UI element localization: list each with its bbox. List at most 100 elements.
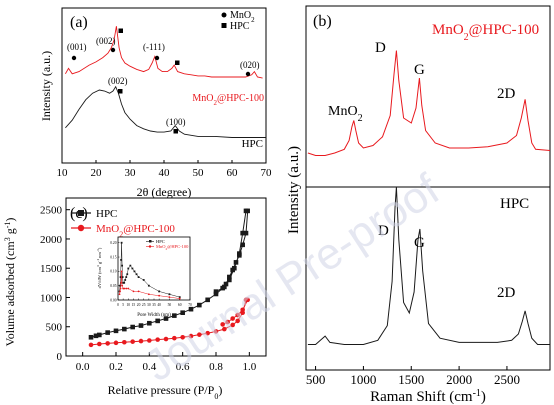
panel-c-point-hpc <box>97 332 102 338</box>
inset-point-hpc <box>129 264 132 267</box>
inset-y-tick-label: 0.20 <box>110 241 116 245</box>
panel-b-series-line-composite <box>307 50 551 156</box>
panel-b-x-axis-label: Raman Shift (cm-1) <box>370 388 486 405</box>
panel-a-series <box>65 26 266 138</box>
panel-b-label: (b) <box>313 13 332 30</box>
panel-b-x-tick-label: 2500 <box>494 372 520 387</box>
panel-b-raman: (b) 500 1000 1500 2000 2500 Raman Shift (cm-… <box>286 5 551 405</box>
panel-c-point-composite <box>240 307 245 313</box>
panel-c-point-hpc <box>113 328 119 334</box>
panel-c-point-hpc <box>138 323 144 328</box>
inset-x-tick-label: 40 <box>157 303 161 307</box>
panel-a-y-axis-label: Intensity (a.u.) <box>39 51 53 121</box>
legend-circle-icon <box>77 224 85 232</box>
panel-c-point-composite <box>180 334 185 340</box>
panel-b-peak-label-2d: 2D <box>497 285 516 301</box>
panel-a-xrd: (a) 10 20 30 40 50 60 70 2θ (degree) Intensity… <box>39 7 273 199</box>
panel-c-plot-frame <box>65 197 267 357</box>
inset-x-axis-label: Pore Width (nm) <box>137 313 171 318</box>
panel-c-point-composite <box>155 337 160 342</box>
panel-c-point-hpc <box>227 277 232 283</box>
panel-b-series-label-hpc: HPC <box>500 196 529 212</box>
panel-c-point-hpc <box>122 326 127 332</box>
hpc-peak-marker <box>118 28 123 33</box>
hpc-peak-marker <box>173 129 178 134</box>
inset-y-tick-label: 0.05 <box>110 284 116 288</box>
mno2-peak-marker <box>245 71 251 77</box>
panel-c-point-composite <box>113 340 119 346</box>
mno2-peak-marker <box>110 47 116 53</box>
inset-point-hpc <box>158 290 161 293</box>
panel-c-point-composite <box>205 330 210 336</box>
panel-c-point-composite <box>225 319 230 325</box>
panel-c-y-tick-label: 2000 <box>40 234 63 246</box>
panel-c-point-hpc <box>172 313 177 318</box>
panel-c-point-hpc <box>163 316 169 321</box>
mno2-peak-marker <box>71 55 77 61</box>
panel-c-y-tick-label: 0 <box>57 351 63 363</box>
panel-c-point-composite <box>235 312 240 318</box>
inset-point-hpc <box>121 276 124 278</box>
panel-c-point-hpc <box>245 208 250 214</box>
inset-point-hpc <box>127 267 130 270</box>
panel-c-point-hpc <box>105 330 110 335</box>
panel-c-point-composite <box>197 332 202 337</box>
inset-point-hpc <box>124 279 127 281</box>
inset-legend-circle-icon <box>148 245 152 248</box>
panel-a-peak-markers <box>71 28 251 134</box>
inset-point-hpc <box>131 267 134 270</box>
panel-c-point-hpc <box>240 230 245 236</box>
panel-c-point-composite <box>163 336 169 342</box>
panel-c-point-hpc <box>213 291 219 297</box>
panel-c-legend: HPC MnO2@HPC-100 <box>71 208 175 239</box>
panel-c-point-hpc <box>213 289 219 294</box>
inset-point-hpc <box>122 281 125 284</box>
inset-point-composite <box>123 287 126 290</box>
inset-point-composite <box>137 290 140 293</box>
hpc-peak-marker <box>118 89 123 94</box>
panel-c-point-hpc <box>155 318 160 324</box>
panel-c-point-hpc <box>93 333 99 339</box>
inset-legend-label-composite: MnO2@HPC-100 <box>156 244 189 251</box>
inset-x-tick-label: 50 <box>168 303 172 307</box>
inset-x-tick-label: 30 <box>147 303 151 307</box>
panel-c-point-composite <box>172 335 177 341</box>
panel-c-point-composite <box>130 339 135 344</box>
legend-label-hpc: HPC <box>230 21 250 32</box>
panel-c-point-hpc <box>197 302 202 308</box>
panel-c-point-hpc <box>233 260 239 265</box>
panel-c-point-composite <box>147 338 152 343</box>
inset-y-tick-label: 0.15 <box>110 255 116 259</box>
panel-c-x-tick-label: 0.6 <box>176 361 190 373</box>
panel-a-annotation: (001) <box>67 42 87 52</box>
inset-legend: HPC MnO2@HPC-100 <box>146 239 189 251</box>
panel-c-x-ticks: 0.0 0.2 0.4 0.6 0.8 1.0 <box>76 352 257 373</box>
panel-a-series-label-composite: MnO2@HPC-100 <box>192 93 264 107</box>
panel-a-legend: MnO2 HPC <box>221 10 255 32</box>
panel-c-inset: 0 5 10 15 20 25 30 35 40 50 60 70 0.00 0.05 0.10 0.15 0… <box>96 236 192 318</box>
inset-point-composite <box>119 290 121 293</box>
panel-c-y-tick-label: 500 <box>46 322 63 334</box>
inset-point-hpc <box>168 293 171 296</box>
panel-c-point-hpc <box>223 281 229 287</box>
panel-b-plot-frame <box>305 5 551 371</box>
inset-point-composite <box>127 287 130 290</box>
panel-a-x-tick-label: 70 <box>261 167 273 179</box>
panel-c-y-axis-label: Volume adsorbed (cm3 g-1) <box>3 218 18 347</box>
inset-point-hpc <box>133 270 136 273</box>
inset-point-composite <box>120 281 122 284</box>
panel-b-x-tick-label: 500 <box>306 372 326 387</box>
panel-c-point-composite <box>230 322 235 328</box>
inset-x-tick-label: 15 <box>132 303 136 307</box>
inset-point-composite <box>118 293 121 296</box>
inset-point-hpc <box>178 296 181 299</box>
panel-a-x-tick-label: 20 <box>91 167 103 179</box>
panel-a-x-ticks: 10 20 30 40 50 60 70 <box>57 160 273 179</box>
inset-series <box>118 241 181 300</box>
panel-b-series-line-hpc <box>307 186 550 345</box>
legend-circle-icon <box>221 12 227 18</box>
panel-a-annotation: (020) <box>240 60 260 70</box>
panel-c-series <box>88 208 250 348</box>
panel-a-x-tick-label: 60 <box>227 167 239 179</box>
panel-c-point-composite <box>213 329 219 334</box>
